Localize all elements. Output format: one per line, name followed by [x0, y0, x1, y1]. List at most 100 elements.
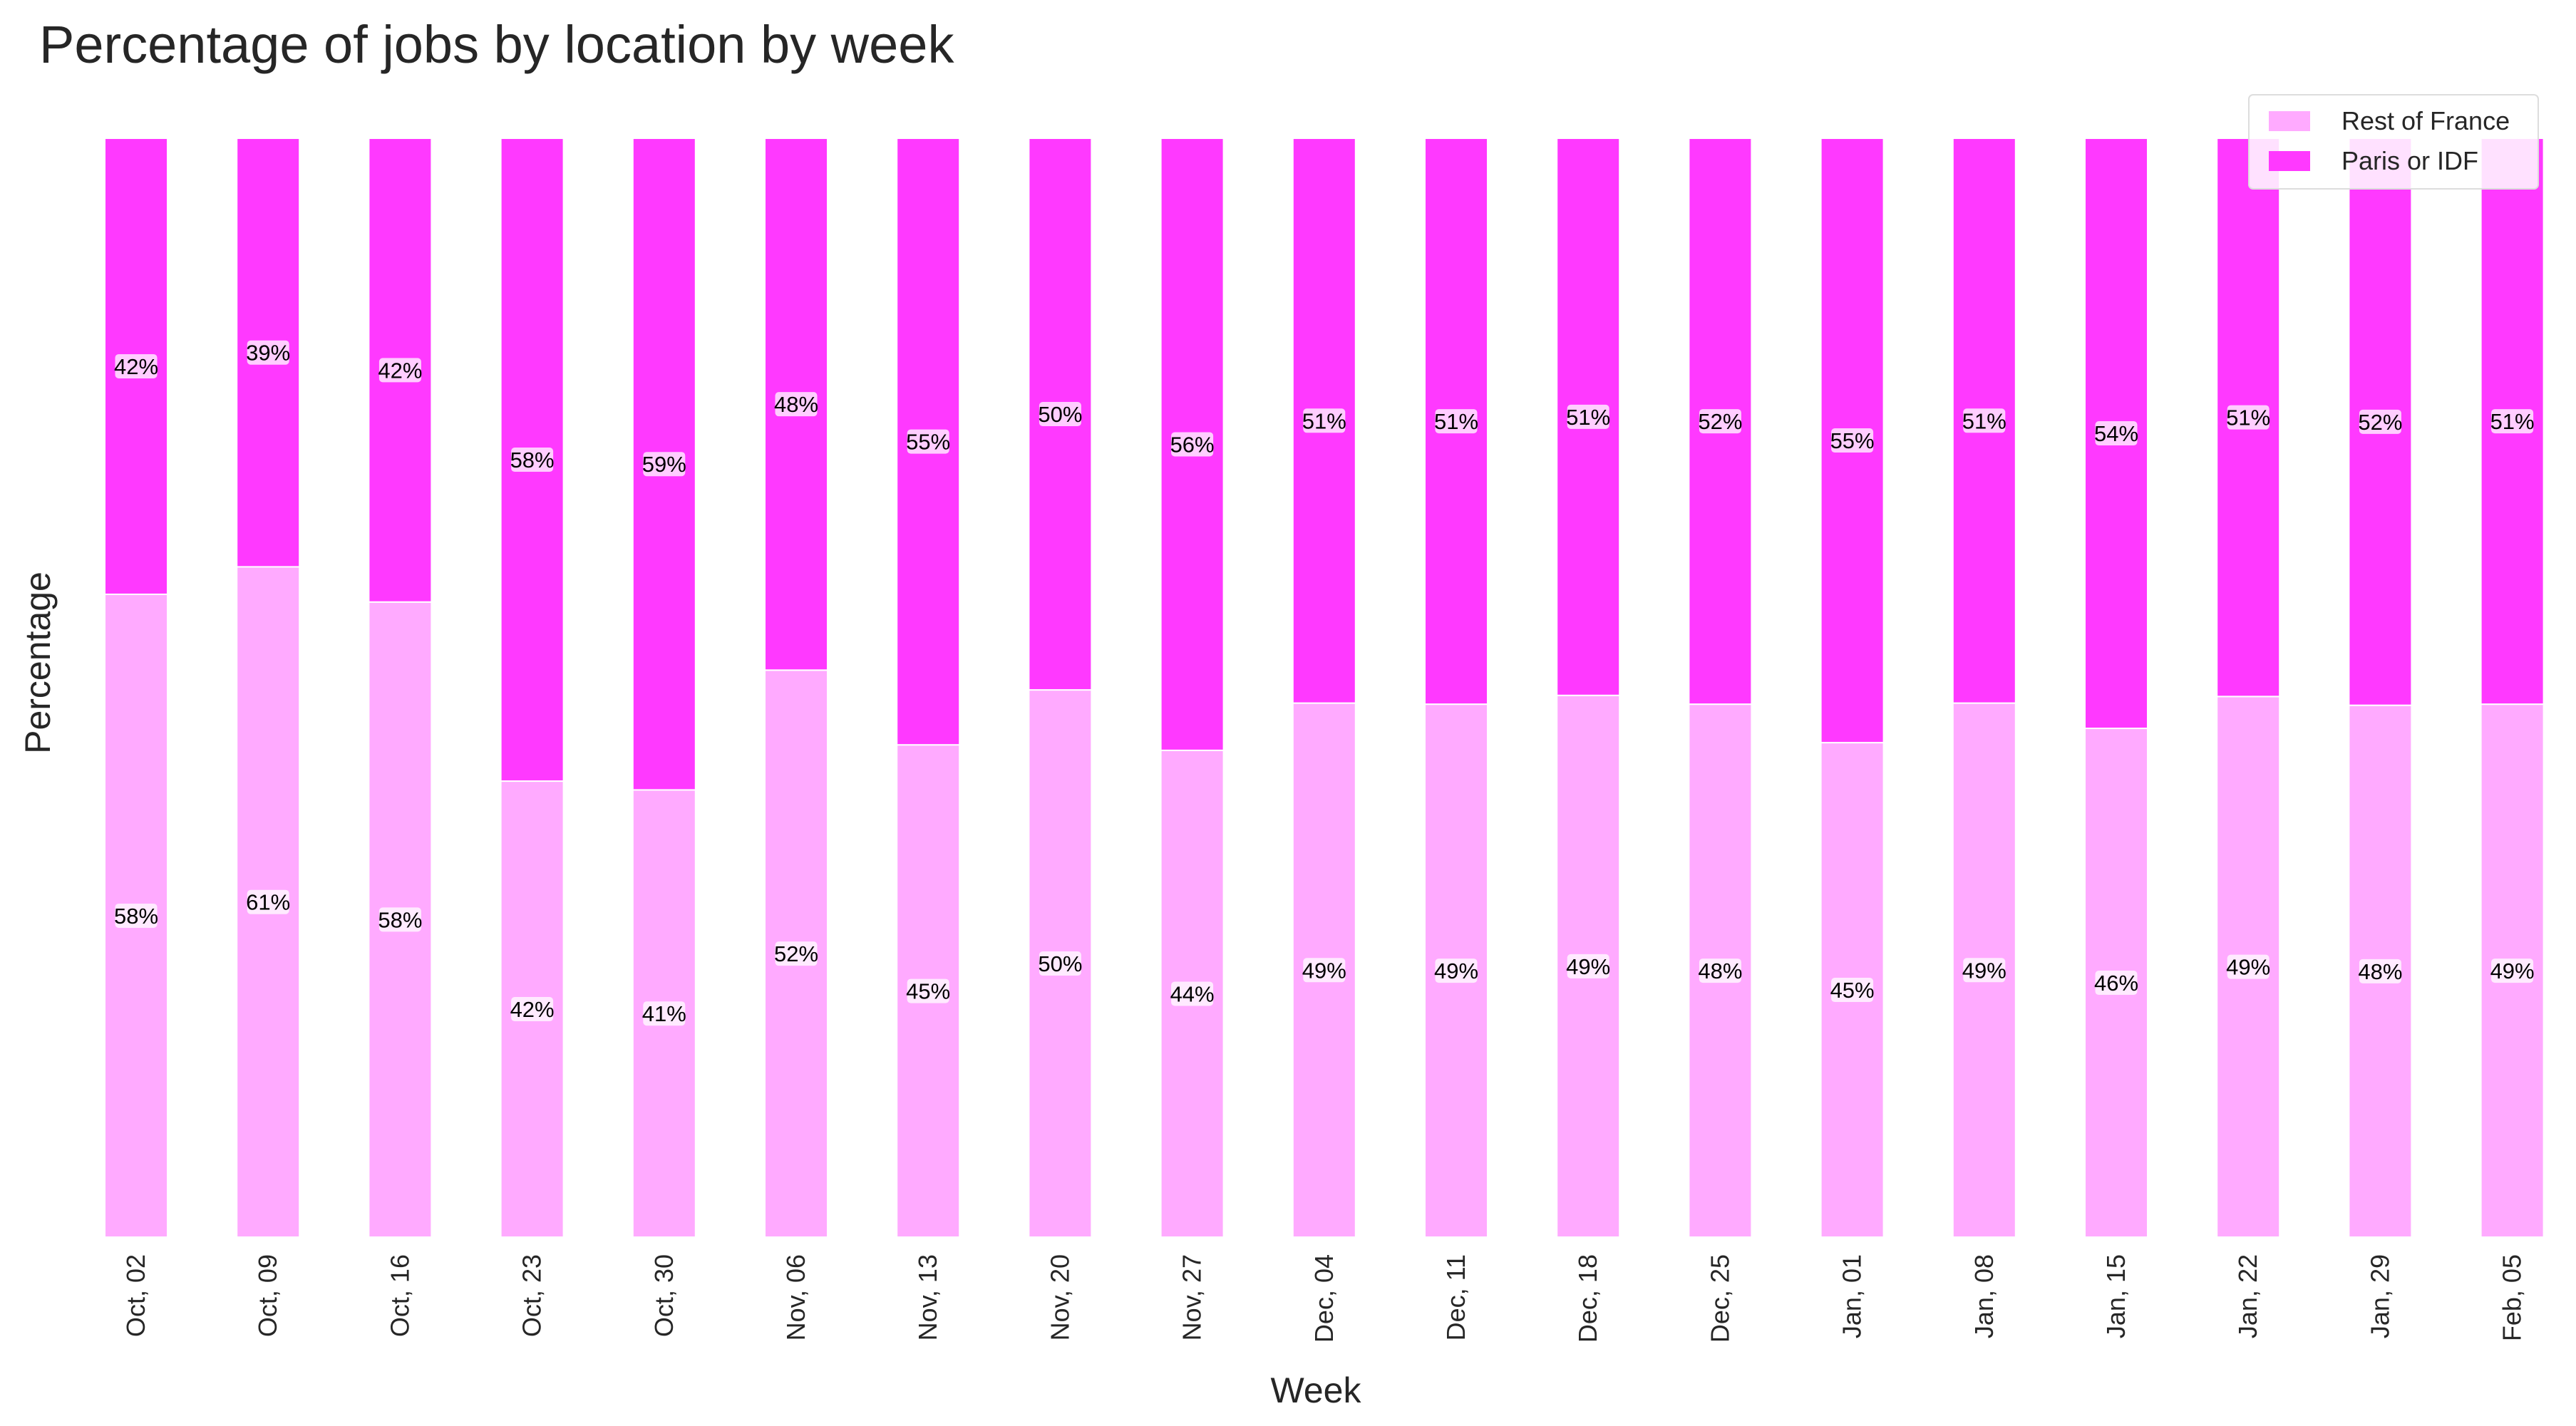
data-label-rest-of-france-5: 52% [774, 941, 818, 966]
x-tick-label-7: Nov, 20 [1045, 1254, 1074, 1340]
x-tick-label-5: Nov, 06 [781, 1254, 810, 1340]
data-label-rest-of-france-5-text: 52% [774, 941, 818, 966]
data-label-paris-or-idf-15-bg [2095, 421, 2138, 446]
data-label-rest-of-france-6-bg [907, 978, 949, 1003]
data-label-paris-or-idf-13: 55% [1830, 428, 1875, 453]
data-label-rest-of-france-2-bg [378, 907, 421, 932]
data-label-paris-or-idf-14-bg [1963, 408, 2006, 433]
data-label-paris-or-idf-3: 58% [510, 448, 555, 472]
data-label-paris-or-idf-12-text: 52% [1698, 409, 1742, 434]
data-label-rest-of-france-13: 45% [1830, 978, 1875, 1003]
data-label-paris-or-idf-10-bg [1435, 409, 1478, 434]
data-label-paris-or-idf-18: 51% [2490, 409, 2535, 434]
data-label-rest-of-france-13-text: 45% [1830, 978, 1875, 1003]
data-label-rest-of-france-18-bg [2491, 959, 2534, 983]
data-label-paris-or-idf-6-text: 55% [906, 430, 950, 455]
legend-box [2248, 94, 2539, 190]
data-labels-group: 58% 42% 61% 39% 58% 42% 42% 58% 41% 59% 52% 48% 45% 5… [114, 340, 2535, 1026]
data-label-paris-or-idf-16-text: 51% [2226, 405, 2270, 430]
data-label-rest-of-france-12-text: 48% [1698, 959, 1742, 983]
data-label-paris-or-idf-8-bg [1171, 432, 1214, 457]
legend-label-paris-or-idf: Paris or IDF [2341, 146, 2478, 175]
data-label-paris-or-idf-4-text: 59% [642, 452, 686, 477]
data-label-rest-of-france-7-text: 50% [1038, 951, 1082, 976]
data-label-paris-or-idf-5-text: 48% [774, 392, 818, 417]
data-label-rest-of-france-0-text: 58% [114, 904, 158, 929]
data-label-paris-or-idf-5-bg [775, 392, 818, 417]
data-label-paris-or-idf-14: 51% [1962, 408, 2006, 433]
data-label-rest-of-france-8: 44% [1170, 981, 1215, 1006]
data-label-paris-or-idf-10-text: 51% [1434, 409, 1478, 434]
data-label-paris-or-idf-6-bg [907, 429, 949, 454]
data-label-rest-of-france-17-text: 48% [2358, 959, 2402, 984]
data-label-rest-of-france-6: 45% [906, 978, 950, 1004]
data-label-rest-of-france-7: 50% [1038, 951, 1082, 976]
data-label-paris-or-idf-15-text: 54% [2094, 421, 2138, 446]
data-label-rest-of-france-14-bg [1963, 958, 2006, 983]
data-label-rest-of-france-6-text: 45% [906, 979, 950, 1004]
data-label-rest-of-france-4-text: 41% [642, 1001, 686, 1026]
x-axis-label: Week [1271, 1370, 1362, 1410]
data-label-paris-or-idf-13-text: 55% [1830, 428, 1875, 453]
data-label-rest-of-france-9-bg [1303, 958, 1346, 983]
x-tick-labels: Oct, 02 Oct, 09 Oct, 16 Oct, 23 Oct, 30 Nov, … [121, 1254, 2527, 1343]
data-label-rest-of-france-15: 46% [2094, 971, 2138, 996]
data-label-rest-of-france-1-text: 61% [246, 890, 290, 915]
data-label-paris-or-idf-1: 39% [246, 340, 290, 366]
data-label-paris-or-idf-9-text: 51% [1302, 408, 1346, 433]
data-label-paris-or-idf-4: 59% [642, 452, 686, 477]
data-label-rest-of-france-18-text: 49% [2490, 959, 2535, 983]
data-label-rest-of-france-12: 48% [1698, 959, 1742, 983]
data-label-rest-of-france-16-bg [2227, 954, 2270, 979]
data-label-paris-or-idf-5: 48% [774, 392, 818, 417]
data-label-paris-or-idf-0-text: 42% [114, 354, 158, 379]
data-label-paris-or-idf-17: 52% [2358, 409, 2402, 435]
data-label-rest-of-france-10-bg [1435, 959, 1478, 983]
data-label-rest-of-france-12-bg [1699, 959, 1741, 983]
x-tick-label-8: Nov, 27 [1178, 1254, 1207, 1340]
data-label-rest-of-france-17-bg [2359, 959, 2401, 983]
data-label-rest-of-france-18: 49% [2490, 959, 2535, 983]
legend-label-rest-of-france: Rest of France [2341, 106, 2510, 135]
data-label-rest-of-france-10: 49% [1434, 959, 1478, 983]
x-tick-label-6: Nov, 13 [913, 1254, 942, 1340]
data-label-paris-or-idf-11-bg [1567, 404, 1609, 429]
legend-swatch-rest-of-france [2269, 111, 2310, 131]
data-label-paris-or-idf-1-bg [247, 340, 289, 365]
data-label-paris-or-idf-7-text: 50% [1038, 402, 1082, 427]
data-label-paris-or-idf-3-bg [511, 448, 554, 472]
data-label-rest-of-france-15-bg [2095, 971, 2138, 996]
data-label-paris-or-idf-14-text: 51% [1962, 408, 2006, 433]
x-tick-label-11: Dec, 18 [1573, 1254, 1602, 1343]
data-label-paris-or-idf-12-bg [1699, 409, 1741, 434]
data-label-rest-of-france-9-text: 49% [1302, 958, 1346, 983]
data-label-paris-or-idf-0: 42% [114, 353, 158, 379]
data-label-paris-or-idf-9: 51% [1302, 408, 1346, 433]
x-tick-label-13: Jan, 01 [1838, 1254, 1867, 1338]
data-label-rest-of-france-11-text: 49% [1566, 954, 1610, 979]
data-label-paris-or-idf-1-text: 39% [246, 341, 290, 366]
data-label-paris-or-idf-2: 42% [378, 358, 422, 383]
data-label-paris-or-idf-2-text: 42% [378, 358, 422, 383]
data-label-paris-or-idf-15: 54% [2094, 421, 2138, 446]
data-label-paris-or-idf-16-bg [2227, 405, 2270, 430]
data-label-paris-or-idf-8-text: 56% [1170, 432, 1215, 457]
bars-group [104, 138, 2545, 1239]
data-label-rest-of-france-1: 61% [246, 889, 290, 915]
data-label-rest-of-france-11: 49% [1566, 954, 1610, 979]
data-label-rest-of-france-14-text: 49% [1962, 958, 2006, 983]
data-label-paris-or-idf-18-text: 51% [2490, 409, 2535, 434]
x-tick-label-2: Oct, 16 [385, 1254, 414, 1337]
data-label-paris-or-idf-4-bg [643, 452, 686, 477]
chart-title: Percentage of jobs by location by week [39, 15, 954, 74]
data-label-paris-or-idf-7-bg [1039, 402, 1081, 427]
legend: Rest of France Paris or IDF [2248, 94, 2539, 190]
data-label-rest-of-france-10-text: 49% [1434, 959, 1478, 983]
data-label-rest-of-france-0-bg [115, 903, 158, 928]
data-label-paris-or-idf-17-bg [2359, 409, 2401, 434]
data-label-rest-of-france-9: 49% [1302, 958, 1346, 983]
data-label-rest-of-france-16-text: 49% [2226, 955, 2270, 980]
x-tick-label-17: Jan, 29 [2365, 1254, 2394, 1338]
x-tick-label-14: Jan, 08 [1969, 1254, 1999, 1338]
